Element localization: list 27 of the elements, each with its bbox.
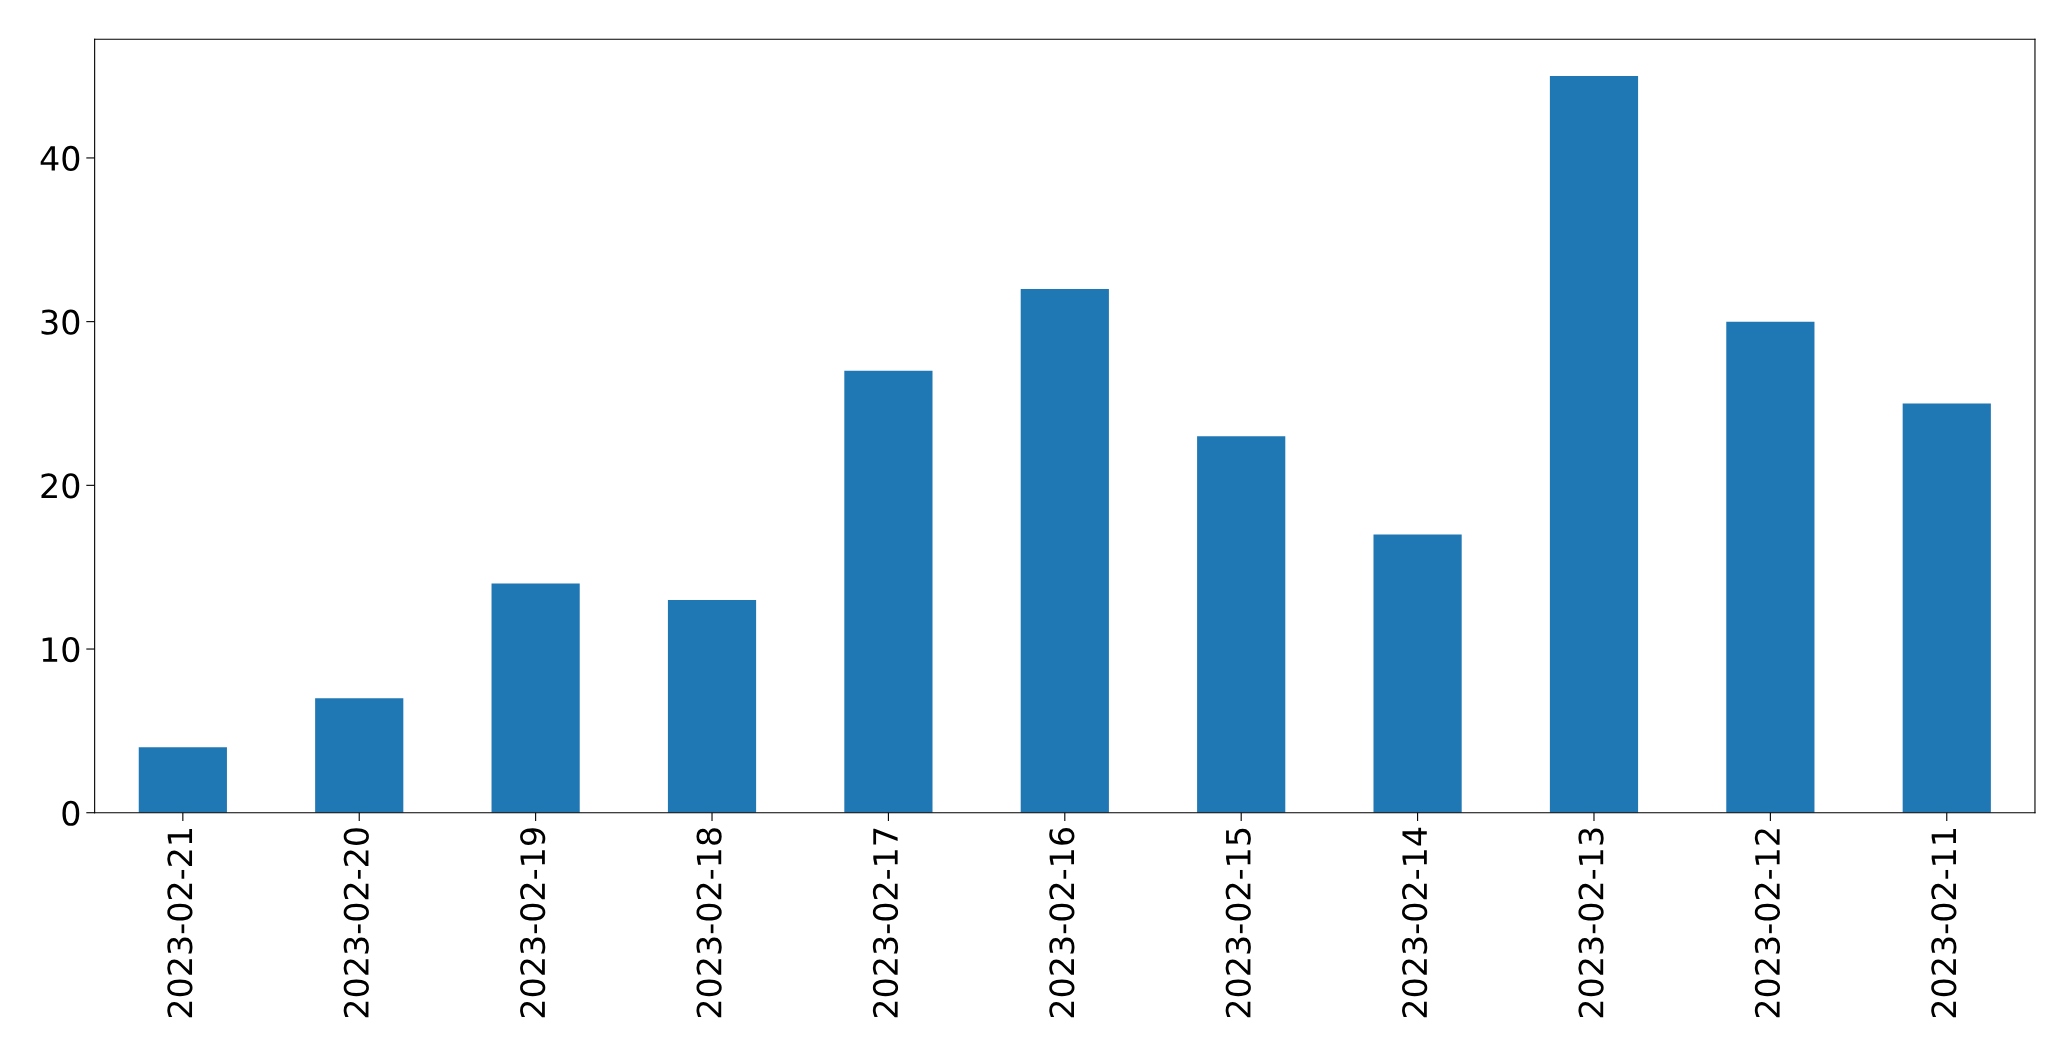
bar — [315, 698, 404, 813]
x-tick-label: 2023-02-17 — [872, 828, 899, 1018]
y-tick-label: 0 — [62, 800, 80, 826]
bar — [667, 599, 757, 813]
x-tick-label: 2023-02-21 — [167, 829, 193, 1018]
bar — [491, 583, 580, 813]
x-tick-label: 2023-02-12 — [1754, 829, 1781, 1018]
y-tick-label: 40 — [40, 145, 80, 172]
x-tick-label: 2023-02-19 — [520, 828, 546, 1018]
bar — [844, 370, 933, 813]
y-tick-label: 10 — [42, 636, 80, 663]
x-tick-label: 2023-02-11 — [1931, 829, 1957, 1018]
bar — [1373, 534, 1462, 813]
x-tick-label: 2023-02-15 — [1225, 828, 1251, 1018]
bar — [1726, 321, 1815, 813]
bar — [1197, 436, 1286, 813]
bar — [1549, 76, 1639, 813]
bar — [1902, 403, 1991, 813]
bar — [1020, 288, 1109, 813]
x-tick-label: 2023-02-14 — [1402, 827, 1428, 1018]
y-tick-label: 20 — [41, 473, 80, 499]
bar — [138, 747, 227, 813]
y-tick-label: 30 — [41, 309, 80, 335]
x-tick-label: 2023-02-16 — [1049, 828, 1075, 1018]
x-tick-label: 2023-02-13 — [1578, 828, 1604, 1018]
x-tick-label: 2023-02-20 — [343, 828, 369, 1018]
x-tick-label: 2023-02-18 — [696, 828, 722, 1018]
